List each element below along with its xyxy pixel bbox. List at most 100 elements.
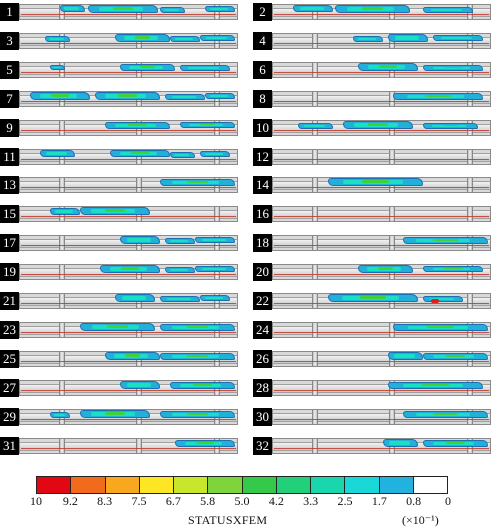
damage-contour	[105, 121, 170, 129]
pillar-shape	[389, 207, 395, 222]
contour-peak	[359, 296, 387, 299]
panel-number-badge: 9	[0, 118, 19, 137]
contour-panel: 22	[253, 290, 492, 312]
damage-contour	[205, 92, 235, 99]
contour-panel: 1	[0, 1, 239, 23]
crack-line	[274, 418, 489, 420]
panel-number-badge: 23	[0, 320, 19, 339]
tunnel-section	[19, 148, 238, 165]
contour-core	[126, 238, 152, 243]
damage-contour	[160, 179, 235, 187]
damage-contour	[423, 296, 463, 302]
damage-contour	[328, 294, 418, 302]
contour-core	[431, 124, 467, 127]
panel-number-badge: 27	[0, 378, 19, 397]
crack-line	[21, 360, 236, 362]
damage-contour	[165, 267, 195, 274]
contour-peak	[424, 94, 452, 97]
slab-layer	[273, 152, 490, 162]
tunnel-section	[272, 235, 491, 252]
crack-line	[21, 389, 236, 391]
panel-number-badge: 18	[253, 234, 272, 253]
slab-layer	[273, 210, 490, 220]
damage-contour	[195, 266, 235, 273]
damage-contour	[88, 5, 158, 13]
legend-tick-label: 5.0	[234, 494, 250, 508]
tunnel-section	[19, 350, 238, 367]
tunnel-section	[272, 177, 491, 194]
pillar-shape	[59, 120, 65, 135]
contour-panel: 16	[253, 203, 492, 225]
contour-peak	[361, 180, 390, 184]
damage-contour	[110, 149, 170, 157]
legend-tick-label: 0	[445, 494, 451, 508]
contour-panel: 15	[0, 203, 239, 225]
contour-core	[358, 37, 377, 40]
contour-peak	[377, 267, 394, 271]
contour-panel: 27	[0, 377, 239, 399]
damage-contour	[388, 351, 423, 360]
damage-contour	[40, 149, 75, 157]
damage-contour	[343, 120, 413, 129]
contour-peak	[121, 267, 139, 271]
damage-contour	[165, 238, 195, 245]
panel-number-badge: 8	[253, 89, 272, 108]
contour-peak	[433, 239, 458, 242]
damage-contour	[423, 439, 488, 447]
contour-panel: 9	[0, 117, 239, 139]
damage-contour	[30, 91, 90, 100]
pillar-shape	[312, 322, 318, 337]
contour-core	[55, 210, 74, 214]
legend-tick-label: 5.8	[200, 494, 216, 508]
pillar-shape	[59, 5, 65, 19]
damage-contour	[50, 64, 65, 70]
tunnel-section	[19, 293, 238, 309]
contour-peak	[444, 268, 462, 270]
contour-core	[175, 37, 194, 40]
crack-line	[274, 100, 489, 102]
tunnel-section	[19, 61, 238, 78]
contour-core	[394, 35, 420, 40]
damage-contour	[115, 33, 170, 42]
panel-number-badge: 2	[253, 3, 272, 21]
slab-layer	[273, 383, 490, 393]
damage-contour	[105, 351, 160, 360]
crack-line	[274, 331, 489, 333]
colorbar-segment	[37, 477, 72, 493]
pillar-shape	[59, 294, 65, 308]
contour-peak	[379, 64, 397, 68]
legend-tick-label: 8.3	[97, 494, 113, 508]
pillar-shape	[312, 294, 318, 308]
contour-panel: 8	[253, 88, 492, 110]
contour-core	[121, 296, 147, 300]
damage-contour	[170, 381, 235, 389]
contour-core	[188, 66, 220, 69]
contour-peak	[118, 93, 137, 97]
contour-peak	[106, 324, 129, 328]
crack-line	[274, 360, 489, 362]
damage-contour	[160, 296, 200, 302]
panel-number-badge: 32	[253, 436, 272, 455]
pillar-shape	[312, 91, 318, 106]
contour-peak	[186, 181, 209, 184]
damage-contour	[200, 150, 230, 157]
pillar-shape	[312, 62, 318, 77]
slab-layer	[273, 354, 490, 364]
damage-contour	[80, 322, 155, 331]
crack-line	[21, 42, 236, 44]
damage-contour	[170, 35, 200, 42]
contour-core	[188, 123, 224, 126]
contour-core	[441, 36, 473, 39]
damage-contour	[388, 381, 483, 389]
contour-panel: 25	[0, 348, 239, 370]
crack-line	[274, 216, 489, 218]
pillar-shape	[59, 322, 65, 337]
damage-contour	[388, 33, 428, 42]
crack-line	[274, 187, 489, 189]
pillar-shape	[467, 149, 473, 164]
crack-line	[21, 245, 236, 247]
panel-number-badge: 10	[253, 118, 272, 137]
damage-contour	[328, 178, 423, 187]
pillar-shape	[214, 33, 220, 48]
contour-core	[49, 37, 65, 40]
